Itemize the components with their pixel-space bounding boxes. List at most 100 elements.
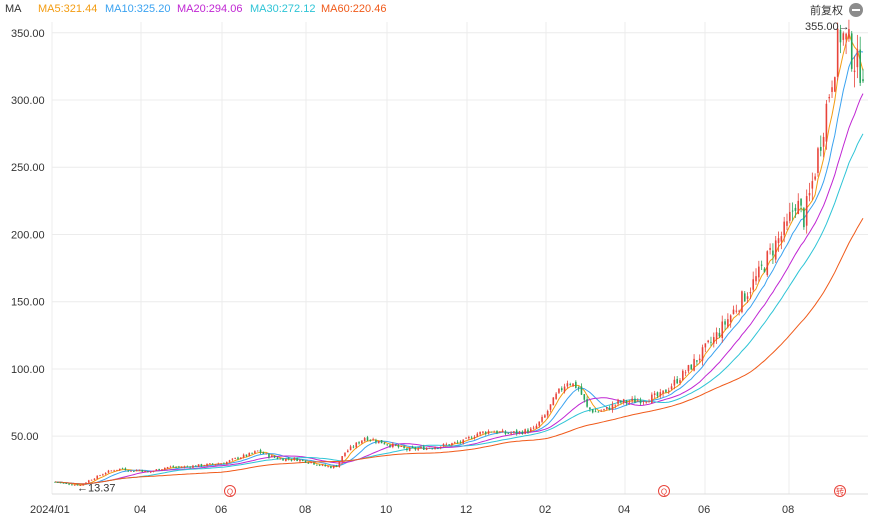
adjust-control[interactable]: 前复权: [810, 1, 863, 19]
candle-body: [515, 430, 518, 434]
candle-body: [606, 407, 608, 409]
candle-body: [507, 433, 510, 434]
ma20-line: [54, 93, 864, 485]
candle-body: [786, 221, 788, 226]
candle-body: [532, 427, 535, 429]
candle-body: [783, 221, 785, 236]
candle-body: [211, 463, 214, 465]
candle-body: [800, 198, 802, 206]
candle-body: [225, 461, 228, 465]
candle-body: [743, 293, 746, 302]
candle-body: [541, 416, 543, 422]
y-tick-label: 350.00: [11, 28, 45, 40]
candle-body: [639, 400, 642, 404]
candle-body: [780, 236, 783, 242]
candle-body: [684, 372, 687, 374]
ma5-line: [54, 31, 864, 486]
candle-body: [423, 446, 425, 450]
candle-body: [620, 400, 622, 403]
candle-body: [361, 440, 363, 444]
candle-body: [665, 389, 667, 393]
candle-body: [859, 49, 861, 83]
candle-body: [484, 431, 487, 434]
ma30-line: [54, 133, 864, 485]
candle-body: [220, 463, 222, 465]
candle-body: [186, 466, 189, 468]
candle-body: [589, 407, 591, 410]
candle-body: [825, 103, 828, 142]
candle-body: [240, 457, 242, 460]
candle-body: [169, 466, 172, 468]
candle-body: [569, 384, 572, 385]
candle-body: [679, 380, 681, 383]
candle-body: [473, 436, 476, 438]
candle-body: [631, 398, 633, 401]
x-tick-label: 12: [460, 504, 472, 516]
candle-body: [282, 458, 284, 461]
candle-body: [721, 321, 724, 339]
candle-body: [797, 200, 800, 215]
candle-body: [741, 291, 743, 313]
candle-body: [468, 437, 470, 439]
x-tick-label: 06: [215, 504, 227, 516]
candle-body: [96, 475, 99, 479]
candle-body: [87, 480, 90, 483]
candle-body: [79, 485, 82, 486]
candle-body: [175, 467, 177, 468]
x-tick-label: 02: [539, 504, 551, 516]
y-tick-label: 150.00: [11, 297, 45, 309]
candle-body: [493, 431, 495, 433]
candle-body: [558, 388, 560, 393]
candle-body: [121, 468, 124, 470]
collapse-icon[interactable]: [849, 3, 863, 17]
candle-body: [223, 463, 225, 465]
candle-body: [346, 450, 349, 453]
candle-body: [853, 70, 856, 73]
candle-body: [848, 29, 850, 39]
candle-body: [386, 444, 389, 446]
candle-body: [251, 452, 253, 454]
candle-body: [510, 432, 512, 434]
candle-body: [839, 29, 842, 43]
event-marker-label: 转: [836, 487, 844, 497]
candle-body: [513, 431, 515, 433]
candle-body: [597, 411, 600, 413]
event-marker-icon[interactable]: [658, 485, 670, 497]
candle-body: [268, 453, 270, 458]
x-tick-label: 04: [134, 504, 146, 516]
candle-body: [834, 77, 836, 92]
candle-body: [324, 464, 327, 467]
candle-body: [68, 483, 70, 485]
candle-body: [501, 430, 504, 433]
x-tick-label: 08: [299, 504, 311, 516]
candle-body: [856, 49, 859, 68]
candle-body: [625, 400, 628, 403]
candle-body: [149, 471, 152, 473]
candle-body: [642, 401, 645, 403]
x-tick-label: 10: [380, 504, 392, 516]
candle-body: [698, 358, 701, 361]
event-marker-icon[interactable]: [834, 485, 846, 497]
adjust-label[interactable]: 前复权: [810, 5, 843, 17]
candle-body: [603, 409, 605, 410]
candle-body: [524, 429, 526, 434]
event-marker-icon[interactable]: [224, 485, 236, 497]
candle-body: [648, 401, 650, 403]
candle-body: [724, 321, 726, 325]
candle-body: [546, 411, 549, 416]
candle-body: [462, 439, 465, 444]
candle-body: [690, 364, 693, 370]
candle-body: [760, 264, 763, 266]
candle-body: [676, 378, 678, 384]
candle-body: [772, 250, 774, 256]
candle-body: [504, 431, 507, 434]
indicator-name[interactable]: MA: [5, 3, 22, 15]
candle-body: [682, 370, 684, 381]
candle-body: [180, 467, 183, 469]
candle-body: [245, 454, 248, 457]
candle-body: [234, 457, 236, 459]
candle-body: [172, 466, 175, 468]
candle-body: [577, 387, 580, 389]
candle-body: [166, 467, 169, 469]
